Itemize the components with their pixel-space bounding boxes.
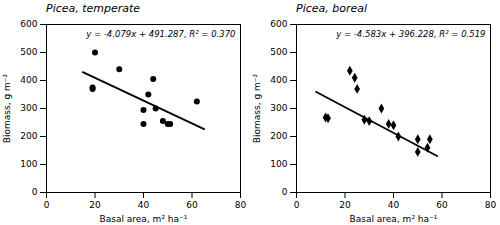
svg-text:Basal area, m² ha⁻¹: Basal area, m² ha⁻¹ [350, 214, 438, 224]
svg-text:500: 500 [20, 47, 37, 57]
svg-text:600: 600 [20, 19, 37, 29]
svg-text:400: 400 [20, 75, 37, 85]
svg-text:0: 0 [294, 200, 300, 210]
svg-text:100: 100 [270, 159, 287, 169]
svg-text:600: 600 [270, 19, 287, 29]
svg-text:Basal area, m² ha⁻¹: Basal area, m² ha⁻¹ [100, 214, 188, 224]
svg-text:Biomass, g m⁻²: Biomass, g m⁻² [2, 73, 12, 143]
svg-text:40: 40 [388, 200, 400, 210]
svg-text:20: 20 [89, 200, 101, 210]
svg-text:40: 40 [138, 200, 150, 210]
svg-text:200: 200 [20, 131, 37, 141]
svg-text:Biomass, g m⁻²: Biomass, g m⁻² [252, 73, 262, 143]
svg-text:0: 0 [44, 200, 50, 210]
html-text:Picea, boreal: Picea, boreal [296, 2, 367, 15]
svg-text:400: 400 [270, 75, 287, 85]
svg-text:80: 80 [485, 200, 497, 210]
svg-text:60: 60 [186, 200, 198, 210]
svg-text:y = -4.079x + 491.287, R² = 0.: y = -4.079x + 491.287, R² = 0.370 [85, 29, 235, 39]
svg-text:0: 0 [282, 187, 288, 197]
svg-text:500: 500 [270, 47, 287, 57]
html-text:Picea, temperate: Picea, temperate [46, 2, 141, 15]
svg-text:y = -4.583x + 396.228, R² = 0.: y = -4.583x + 396.228, R² = 0.519 [335, 29, 485, 39]
svg-text:20: 20 [339, 200, 351, 210]
svg-text:60: 60 [436, 200, 448, 210]
svg-text:100: 100 [20, 159, 37, 169]
svg-text:80: 80 [235, 200, 247, 210]
svg-text:300: 300 [270, 103, 287, 113]
svg-text:0: 0 [32, 187, 38, 197]
svg-text:200: 200 [270, 131, 287, 141]
svg-text:300: 300 [20, 103, 37, 113]
